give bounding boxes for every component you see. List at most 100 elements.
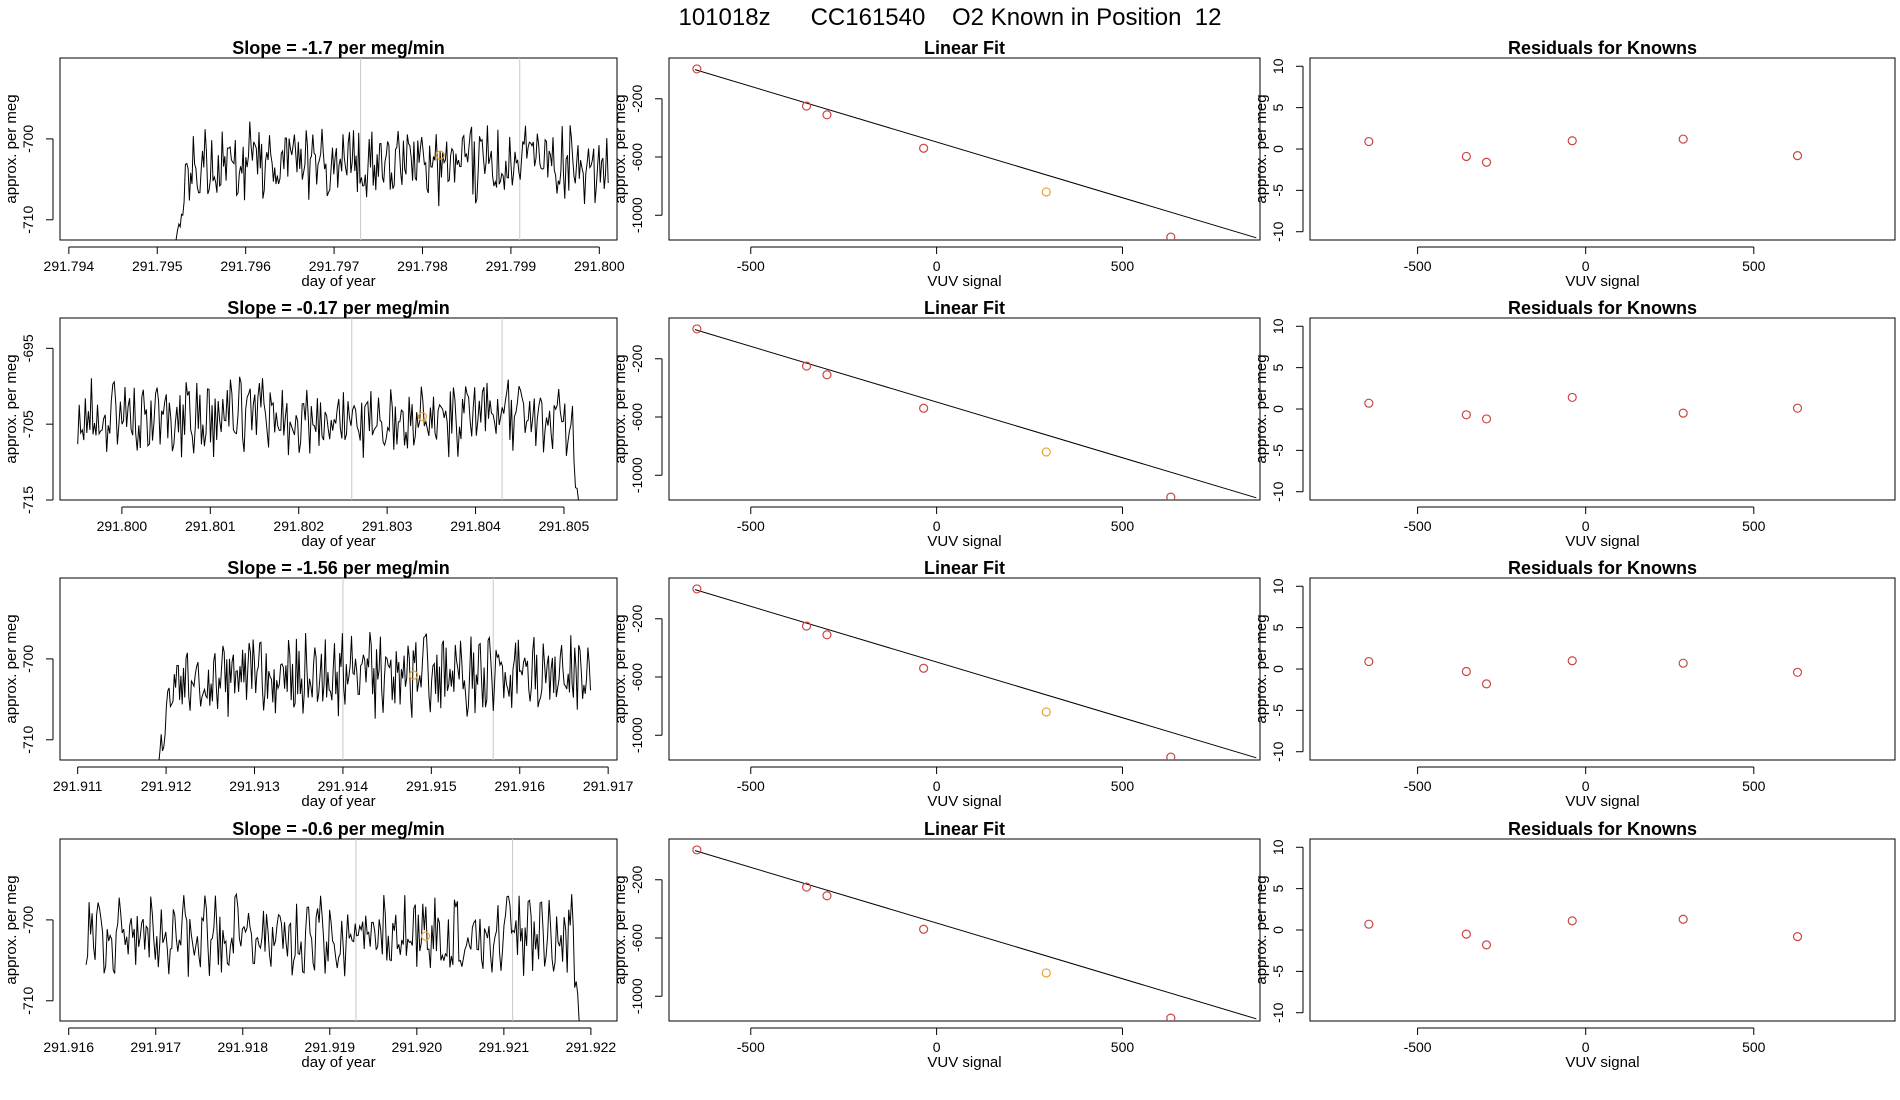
unknown-marker-point	[420, 931, 431, 941]
known-point	[822, 630, 832, 640]
x-tick-label: 291.800	[97, 518, 148, 534]
y-tick-label: 0	[1270, 405, 1286, 413]
plot-data	[77, 318, 579, 500]
panel-title: Slope = -0.17 per meg/min	[227, 298, 450, 318]
x-axis-label: day of year	[301, 533, 375, 550]
y-axis-label: approx. per meg	[3, 875, 20, 984]
x-axis-label: VUV signal	[1565, 793, 1639, 810]
known-point	[801, 882, 812, 892]
residual-point	[1461, 929, 1471, 939]
x-axis-label: VUV signal	[927, 533, 1001, 550]
y-tick-label: -695	[20, 334, 36, 362]
y-tick-label: 5	[1270, 885, 1286, 893]
x-axis-label: day of year	[301, 793, 375, 810]
known-point	[919, 143, 929, 153]
x-tick-label: 291.803	[362, 518, 413, 534]
plot-frame	[59, 317, 618, 501]
x-tick-label: 291.919	[304, 1039, 355, 1055]
unknown-point	[1041, 968, 1051, 978]
plot-data	[1364, 656, 1803, 689]
x-tick-label: -500	[737, 1039, 765, 1055]
y-tick-label: -10	[1270, 1002, 1286, 1022]
y-tick-label: 5	[1270, 104, 1286, 112]
x-tick-label: 291.799	[486, 258, 537, 274]
fit-line	[694, 850, 1257, 1020]
residual-point	[1461, 666, 1471, 677]
plot-frame	[59, 577, 618, 761]
residual-point	[1792, 932, 1803, 942]
known-point	[919, 663, 929, 673]
time-series-line	[85, 892, 580, 1021]
panel-title: Linear Fit	[924, 38, 1005, 58]
residual-point	[1792, 403, 1803, 413]
x-tick-label: 500	[1111, 778, 1135, 794]
known-point	[1166, 752, 1176, 760]
x-tick-label: 291.802	[273, 518, 324, 534]
x-tick-label: -500	[1404, 258, 1432, 274]
known-point	[919, 924, 929, 934]
x-tick-label: 291.804	[450, 518, 501, 534]
y-tick-label: -1000	[629, 457, 645, 493]
x-tick-label: 291.798	[397, 258, 448, 274]
x-axis-label: day of year	[301, 273, 375, 290]
residual-point	[1461, 151, 1471, 162]
residual-point	[1567, 136, 1577, 146]
y-tick-label: -600	[629, 143, 645, 171]
y-tick-label: -600	[629, 403, 645, 431]
y-tick-label: -200	[629, 85, 645, 113]
known-point	[692, 584, 702, 594]
x-tick-label: 291.917	[130, 1039, 181, 1055]
x-tick-label: 500	[1742, 778, 1766, 794]
unknown-point	[1041, 187, 1051, 197]
plot-frame	[668, 577, 1261, 761]
x-tick-label: 291.916	[43, 1039, 94, 1055]
panel-title: Linear Fit	[924, 819, 1005, 839]
unknown-marker-point	[417, 411, 428, 422]
x-tick-label: 291.917	[583, 778, 634, 794]
plot-frame	[1309, 57, 1896, 241]
plot-frame	[668, 317, 1261, 501]
x-axis-label: VUV signal	[1565, 533, 1639, 550]
x-tick-label: 500	[1111, 518, 1135, 534]
x-tick-label: 291.796	[220, 258, 271, 274]
x-tick-label: 291.795	[132, 258, 183, 274]
x-axis-label: VUV signal	[927, 793, 1001, 810]
y-tick-label: -1000	[629, 717, 645, 753]
time-series-line	[158, 631, 591, 760]
time-series-line	[77, 376, 579, 500]
fit-line	[694, 69, 1257, 239]
known-point	[1166, 232, 1176, 240]
plot-frame	[1309, 577, 1896, 761]
known-point	[801, 361, 812, 371]
known-point	[692, 324, 702, 334]
panel-title: Linear Fit	[924, 558, 1005, 578]
residual-point	[1567, 656, 1577, 666]
x-tick-label: -500	[737, 258, 765, 274]
residuals-panel: Residuals for Knowns -500 0 500 VUV signal 10…	[1253, 819, 1896, 1071]
time-series-panel: Slope = -0.17 per meg/min 291.800 291.801 2…	[3, 298, 618, 550]
plot-data	[1364, 392, 1803, 424]
y-tick-label: -1000	[629, 978, 645, 1014]
y-axis-label: approx. per meg	[3, 94, 20, 203]
x-tick-label: 291.916	[494, 778, 545, 794]
plot-frame	[59, 57, 618, 241]
y-tick-label: -600	[629, 663, 645, 691]
x-tick-label: 0	[1582, 1039, 1590, 1055]
y-tick-label: -705	[20, 410, 36, 438]
y-tick-label: -710	[20, 726, 36, 754]
x-tick-label: -500	[737, 778, 765, 794]
y-axis-label: approx. per meg	[1253, 354, 1270, 463]
y-tick-label: -1000	[629, 197, 645, 233]
unknown-point	[1041, 447, 1051, 457]
plot-data	[692, 324, 1257, 500]
unknown-marker-point	[435, 150, 445, 160]
linear-fit-panel: Linear Fit -500 0 500 VUV signal -200 -600 -100…	[612, 298, 1261, 550]
y-tick-label: -200	[629, 345, 645, 373]
y-axis-label: approx. per meg	[1253, 94, 1270, 203]
x-tick-label: 291.921	[479, 1039, 530, 1055]
y-tick-label: -10	[1270, 481, 1286, 501]
linear-fit-panel: Linear Fit -500 0 500 VUV signal -200 -600 -100…	[612, 819, 1261, 1071]
linear-fit-panel: Linear Fit -500 0 500 VUV signal -200 -600 -100…	[612, 38, 1261, 290]
y-tick-label: 10	[1270, 578, 1286, 594]
x-tick-label: 500	[1111, 1039, 1135, 1055]
